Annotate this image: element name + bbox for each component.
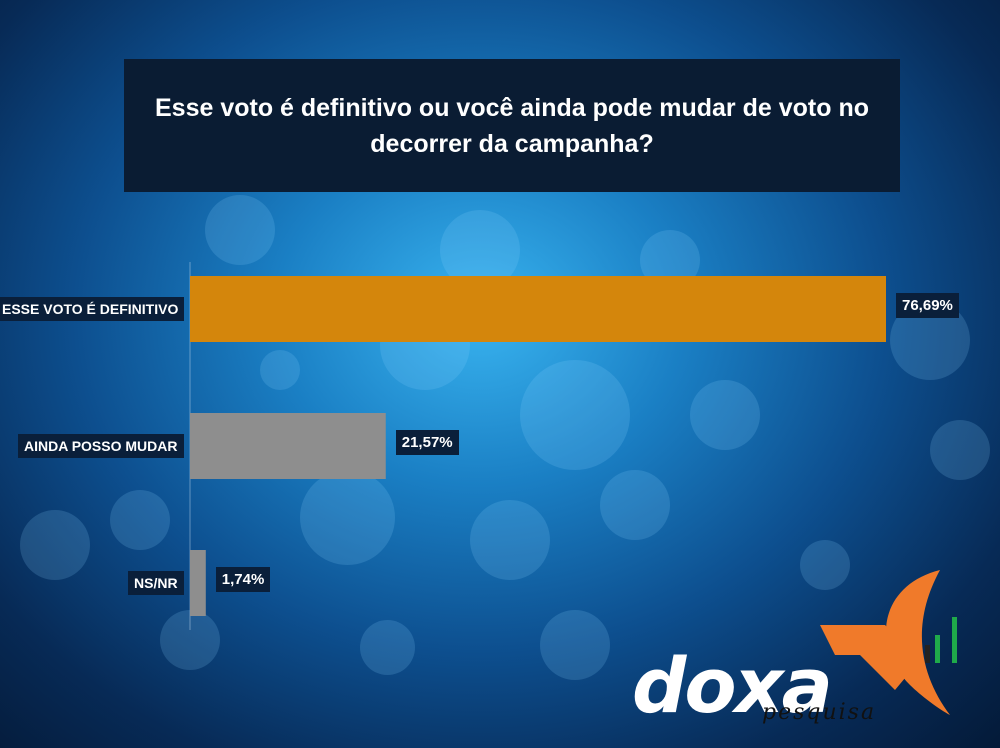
category-label-1: ESSE VOTO É DEFINITIVO bbox=[0, 297, 185, 321]
value-label-3: 1,74% bbox=[215, 566, 271, 592]
category-label-3: NS/NR bbox=[128, 571, 184, 595]
value-label-1: 76,69% bbox=[896, 292, 959, 318]
bar-2 bbox=[190, 413, 386, 479]
logo-bar-green-1 bbox=[935, 635, 940, 663]
logo-word: doxa bbox=[632, 641, 833, 730]
bar-1 bbox=[190, 276, 886, 342]
logo-orange-arc-right bbox=[886, 570, 950, 715]
logo-subtext: pesquisa bbox=[762, 700, 877, 725]
title-panel: Esse voto é definitivo ou você ainda pod… bbox=[124, 59, 900, 192]
logo-bar-green-2 bbox=[952, 617, 957, 663]
chart-title: Esse voto é definitivo ou você ainda pod… bbox=[154, 93, 869, 158]
doxa-logo-mark bbox=[820, 570, 957, 715]
logo-bar-dark bbox=[925, 645, 930, 663]
bar-3 bbox=[190, 550, 206, 616]
category-label-2: AINDA POSSO MUDAR bbox=[18, 434, 184, 458]
value-label-2: 21,57% bbox=[395, 429, 459, 455]
